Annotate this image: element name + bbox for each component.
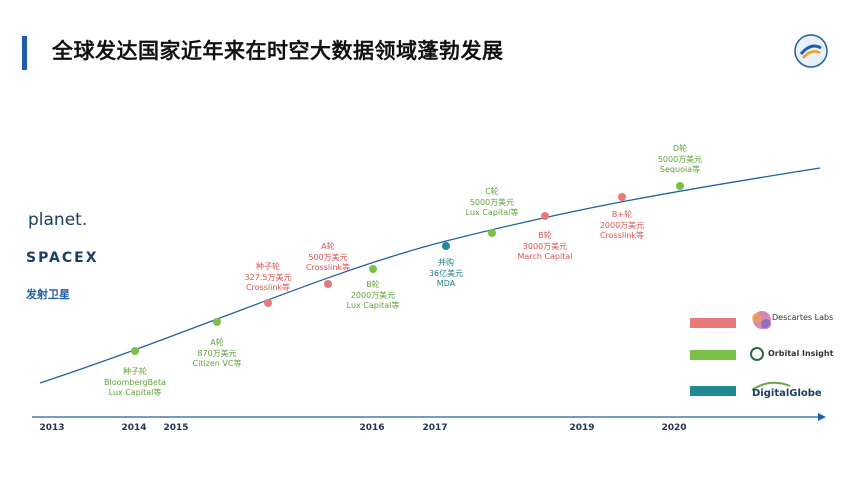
legend-company-label: DigitalGlobe: [752, 388, 822, 399]
year-tick: 2020: [661, 423, 687, 433]
page-title: 全球发达国家近年来在时空大数据领域蓬勃发展: [52, 39, 504, 63]
event-label: B+轮 2000万美元 Crosslink等: [599, 210, 645, 240]
event-dot: [369, 265, 377, 273]
time-axis-arrow-icon: [818, 413, 826, 421]
event-dot: [488, 229, 496, 237]
event-dot: [618, 193, 626, 201]
year-tick: 2017: [422, 423, 448, 433]
event-label: D轮 5000万美元 Sequoia等: [657, 144, 703, 174]
company-logo-icon: [794, 34, 828, 68]
event-dot: [676, 182, 684, 190]
spacex-logo: SPACEX: [26, 250, 99, 266]
event-label: 种子轮 BloombergBeta Lux Capital等: [104, 367, 166, 397]
year-tick: 2015: [163, 423, 189, 433]
legend-company-label: Descartes Labs: [772, 313, 834, 322]
event-dot: [442, 242, 450, 250]
event-label: C轮 5000万美元 Lux Capital等: [465, 187, 519, 217]
event-dot: [541, 212, 549, 220]
event-dot: [324, 280, 332, 288]
legend-swatch-teal: [690, 386, 736, 396]
event-dot: [213, 318, 221, 326]
event-label: B轮 2000万美元 Lux Capital等: [346, 280, 400, 310]
year-tick: 2013: [39, 423, 65, 433]
event-label: 并购 36亿美元 MDA: [428, 258, 464, 288]
year-tick: 2014: [121, 423, 147, 433]
event-dot: [131, 347, 139, 355]
event-label: A轮 870万美元 Citizen VC等: [192, 338, 242, 368]
year-tick: 2019: [569, 423, 595, 433]
event-label: B轮 3000万美元 March Capital: [517, 231, 573, 261]
year-tick: 2016: [359, 423, 385, 433]
event-label: A轮 500万美元 Crosslink等: [305, 242, 351, 272]
legend-swatch-green: [690, 350, 736, 360]
planet-logo: planet.: [28, 210, 88, 230]
launch-satellite-label: 发射卫星: [26, 288, 70, 301]
legend-company-label: Orbital Insight: [768, 349, 834, 358]
event-label: 种子轮 327.5万美元 Crosslink等: [244, 262, 292, 292]
growth-curve: [39, 167, 821, 384]
legend-swatch-red: [690, 318, 736, 328]
event-dot: [264, 299, 272, 307]
title-accent-bar: [22, 36, 27, 70]
